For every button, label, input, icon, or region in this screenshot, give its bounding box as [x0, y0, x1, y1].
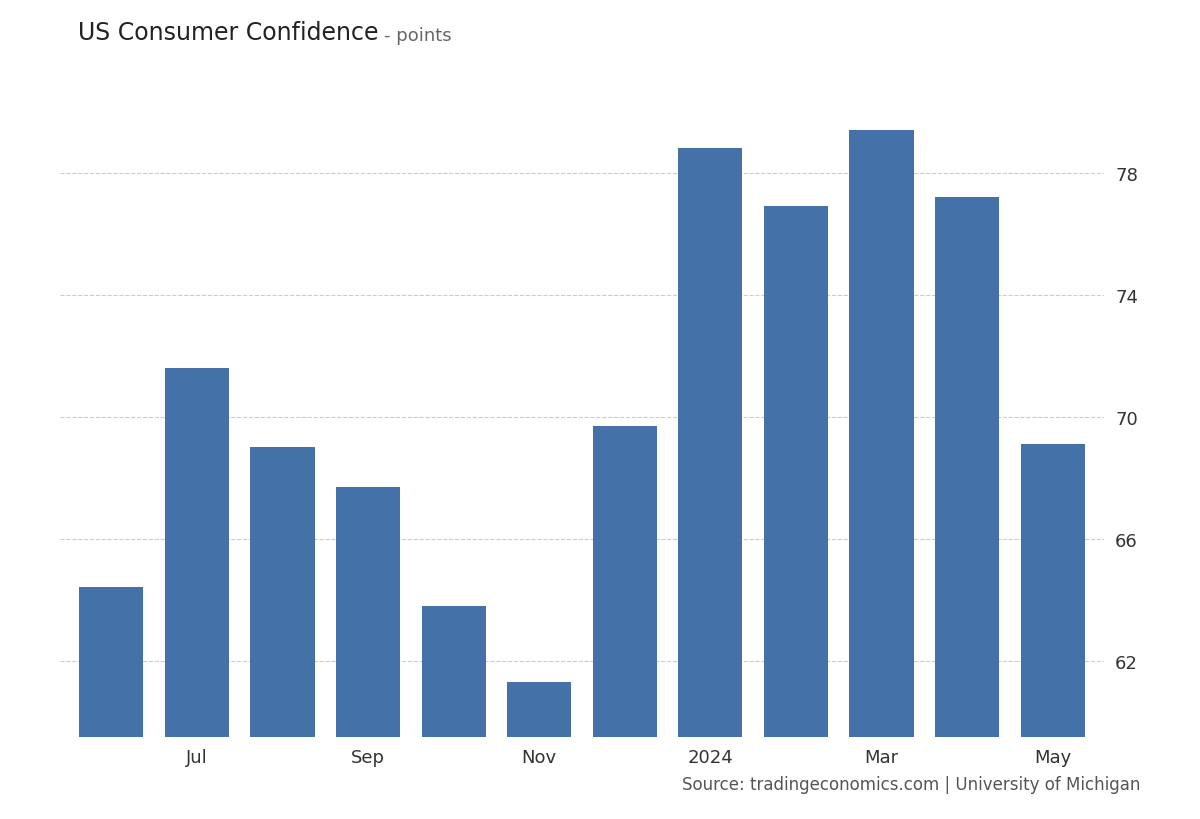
Text: US Consumer Confidence: US Consumer Confidence: [78, 21, 378, 45]
Text: - points: - points: [384, 27, 451, 45]
Bar: [336, 487, 400, 737]
Bar: [935, 197, 1000, 737]
Bar: [764, 207, 828, 737]
Bar: [251, 448, 314, 737]
Text: Source: tradingeconomics.com | University of Michigan: Source: tradingeconomics.com | Universit…: [682, 775, 1140, 793]
Bar: [421, 606, 486, 737]
Bar: [850, 131, 913, 737]
Bar: [508, 682, 571, 737]
Bar: [1020, 445, 1085, 737]
Bar: [79, 588, 144, 737]
Bar: [164, 369, 229, 737]
Bar: [593, 426, 656, 737]
Bar: [678, 149, 743, 737]
